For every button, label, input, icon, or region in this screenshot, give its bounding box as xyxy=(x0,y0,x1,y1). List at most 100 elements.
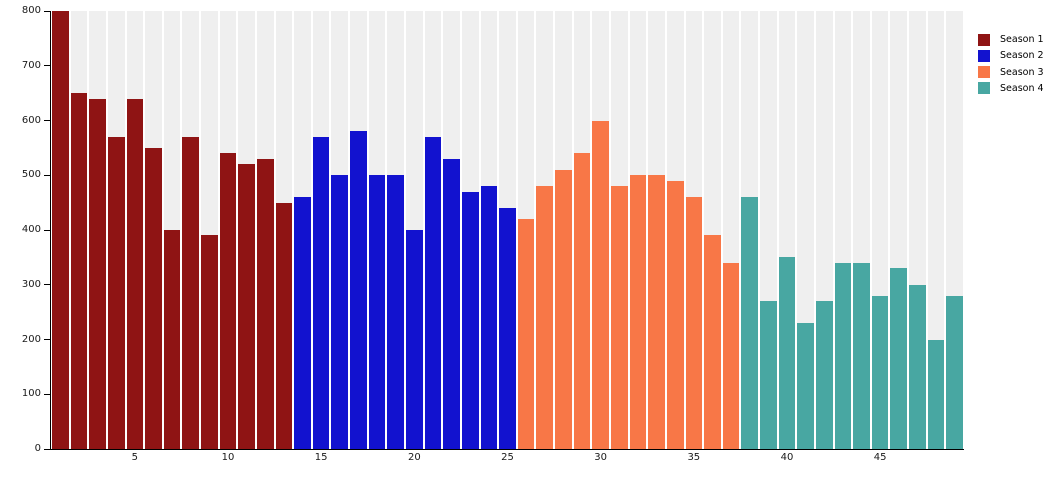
bar-slot xyxy=(107,11,126,449)
bar-slot xyxy=(927,11,946,449)
bar-slot xyxy=(796,11,815,449)
bar xyxy=(182,136,200,449)
bar xyxy=(890,268,908,449)
bar xyxy=(163,230,181,449)
y-tick-mark xyxy=(44,120,50,121)
legend-item-season-2: Season 2 xyxy=(978,49,1044,62)
bar xyxy=(350,131,367,449)
y-tick-mark xyxy=(44,339,50,340)
bar-slot xyxy=(740,11,759,449)
x-tick-label: 20 xyxy=(407,452,421,463)
bar xyxy=(275,202,293,449)
bar-slot xyxy=(237,11,256,449)
bar xyxy=(853,262,870,449)
bar-slot xyxy=(219,11,238,449)
legend-swatch-season-3 xyxy=(978,66,990,79)
bar-slot xyxy=(405,11,424,449)
bar-slot xyxy=(51,11,70,449)
bar-slot xyxy=(461,11,480,449)
bar xyxy=(480,186,498,449)
bar-slot xyxy=(70,11,89,449)
bar-slot xyxy=(200,11,219,449)
bar xyxy=(871,295,889,449)
y-tick-label: 400 xyxy=(21,224,41,235)
bar xyxy=(704,235,721,449)
bar xyxy=(648,175,665,449)
bar xyxy=(499,208,516,449)
y-tick-label: 0 xyxy=(34,443,41,454)
legend-label-season-4: Season 4 xyxy=(1000,82,1044,94)
bar xyxy=(145,147,162,449)
bar xyxy=(70,93,88,449)
bar xyxy=(778,257,796,449)
bar xyxy=(424,136,442,449)
y-tick-mark xyxy=(44,10,50,12)
x-tick-label: 5 xyxy=(131,452,139,463)
bar xyxy=(592,120,609,449)
bar-slot xyxy=(945,11,964,449)
bar xyxy=(760,301,777,449)
y-tick-label: 200 xyxy=(21,333,41,345)
bar-slot xyxy=(330,11,349,449)
x-tick-label: 35 xyxy=(687,452,701,463)
y-tick-mark xyxy=(44,284,50,286)
x-tick-label: 10 xyxy=(221,452,235,463)
bar-slot xyxy=(293,11,312,449)
y-tick-label: 300 xyxy=(21,278,41,290)
x-tick-label: 15 xyxy=(314,452,328,463)
bar-slot xyxy=(126,11,145,449)
bar xyxy=(610,186,628,449)
bar xyxy=(219,153,237,449)
bar xyxy=(555,169,572,449)
legend-swatch-season-1 xyxy=(978,33,990,46)
bar xyxy=(909,284,926,449)
bar-slot xyxy=(759,11,778,449)
bar-slot xyxy=(815,11,834,449)
bar-slot xyxy=(498,11,517,449)
bar-slot xyxy=(834,11,853,449)
bar xyxy=(741,197,759,449)
bar-slot xyxy=(908,11,927,449)
bar-slot xyxy=(144,11,163,449)
bar xyxy=(666,180,684,449)
legend-swatch-season-4 xyxy=(978,82,990,95)
y-tick-mark xyxy=(44,229,50,231)
bar xyxy=(256,158,274,449)
bar xyxy=(126,98,144,449)
bar xyxy=(368,175,386,449)
bar-slot xyxy=(591,11,610,449)
y-tick-label: 800 xyxy=(21,5,41,16)
bar-slot xyxy=(275,11,294,449)
bar-slot xyxy=(163,11,182,449)
y-tick-mark xyxy=(44,448,50,450)
bar-slot xyxy=(629,11,648,449)
bar-slot xyxy=(368,11,387,449)
bar xyxy=(573,153,591,449)
bar-slot xyxy=(442,11,461,449)
bar-slot xyxy=(88,11,107,449)
bar-slot xyxy=(312,11,331,449)
bar-slot xyxy=(535,11,554,449)
bar-slot xyxy=(778,11,797,449)
y-tick-label: 700 xyxy=(21,59,41,71)
bar xyxy=(312,136,330,449)
bar-slot xyxy=(722,11,741,449)
x-tick-label: 25 xyxy=(501,452,514,463)
legend-label-season-3: Season 3 xyxy=(1000,66,1044,78)
bar-slot xyxy=(424,11,443,449)
legend-item-season-4: Season 4 xyxy=(978,82,1044,95)
legend-swatch-season-2 xyxy=(978,49,990,62)
legend-item-season-3: Season 3 xyxy=(978,66,1044,79)
bar xyxy=(387,175,404,449)
bar-slot xyxy=(852,11,871,449)
bar xyxy=(461,191,479,449)
bar-slot xyxy=(349,11,368,449)
bar xyxy=(517,219,535,449)
y-tick-mark xyxy=(44,174,50,176)
bar-slot xyxy=(666,11,685,449)
bar-slot xyxy=(554,11,573,449)
x-tick-label: 30 xyxy=(594,452,608,463)
bar xyxy=(536,186,554,449)
bar-slot xyxy=(517,11,536,449)
